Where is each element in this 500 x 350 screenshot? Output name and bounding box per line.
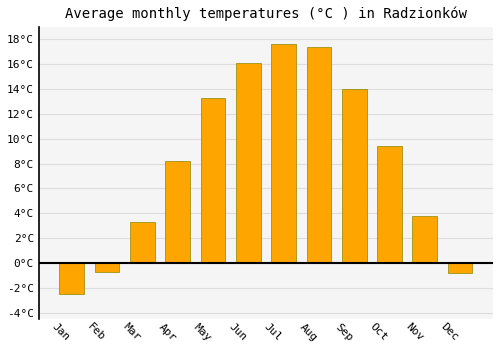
Bar: [130, 222, 155, 263]
Bar: [94, 263, 120, 272]
Bar: [166, 161, 190, 263]
Bar: [200, 98, 226, 263]
Bar: [271, 44, 296, 263]
Title: Average monthly temperatures (°C ) in Radzionków: Average monthly temperatures (°C ) in Ra…: [65, 7, 467, 21]
Bar: [412, 216, 437, 263]
Bar: [60, 263, 84, 294]
Bar: [342, 89, 366, 263]
Bar: [448, 263, 472, 273]
Bar: [377, 146, 402, 263]
Bar: [236, 63, 260, 263]
Bar: [306, 47, 331, 263]
